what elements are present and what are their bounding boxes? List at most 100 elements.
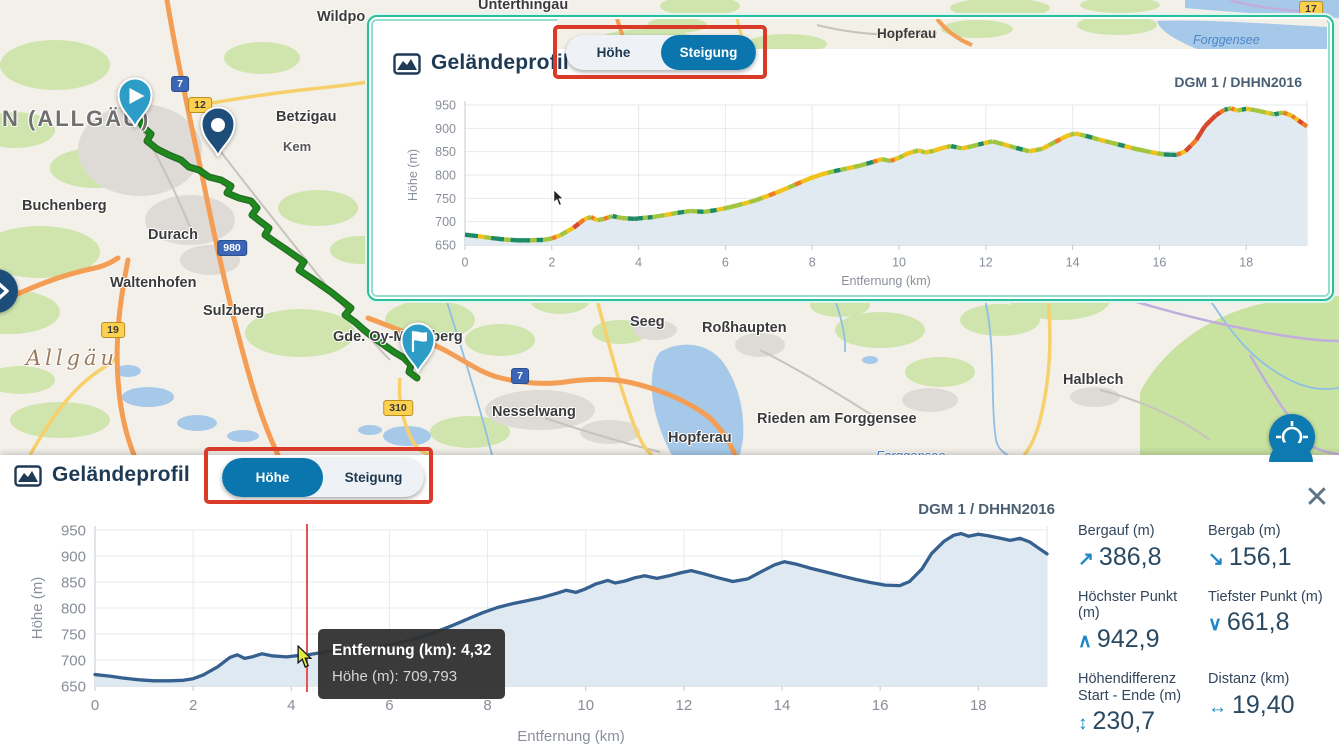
road-shield: 7 (511, 368, 529, 384)
map-rivers (446, 299, 1339, 456)
slope-segment (872, 158, 878, 165)
slope-segment (670, 210, 679, 217)
slope-segment (793, 179, 803, 187)
stat-value: ∨ 661,8 (1208, 608, 1324, 637)
slope-segment (1278, 110, 1284, 116)
slope-segment (709, 207, 718, 214)
annotation-box-top (553, 25, 767, 79)
x-tick-label: 6 (722, 256, 729, 270)
slope-segment (885, 157, 891, 164)
slope-segment (1156, 151, 1165, 157)
stat-label: Höhendifferenz Start - Ende (m) (1078, 671, 1182, 704)
slope-segment (946, 143, 952, 150)
slope-segment (683, 208, 692, 215)
slope-segment (652, 213, 659, 220)
slope-segment (755, 195, 764, 203)
mouse-cursor-icon (297, 645, 313, 669)
x-tick-label: 18 (970, 697, 987, 714)
y-tick-label: 850 (435, 145, 456, 159)
stat-number: 230,7 (1092, 707, 1156, 736)
slope-segment (1293, 116, 1300, 123)
stat-value: ↕ 230,7 (1078, 707, 1200, 736)
toggle-steigung-button[interactable]: Steigung (661, 35, 756, 70)
x-tick-label: 0 (462, 256, 469, 270)
y-tick-label: 700 (435, 215, 456, 229)
slope-segment (1189, 138, 1198, 148)
route-finish-marker[interactable] (398, 322, 438, 374)
chart-tooltip: Entfernung (km): 4,32 Höhe (m): 709,793 (318, 629, 506, 700)
slope-segment (800, 177, 809, 185)
road-shield: 980 (217, 240, 247, 256)
slope-segment (1015, 145, 1024, 152)
slope-segment (881, 156, 887, 163)
x-tick-label: 10 (892, 256, 906, 270)
x-tick-label: 16 (1152, 256, 1166, 270)
stat-number: 661,8 (1226, 608, 1290, 637)
slope-segment (1208, 113, 1218, 123)
stat-cell: Höchster Punkt (m) ∧ 942,9 (1078, 589, 1200, 654)
hoehe-chart[interactable]: 650 700 750 800 850 900 950 0 2 4 6 8 10 12 14 16 18 Höhe… (28, 513, 1073, 748)
slope-segment (735, 201, 744, 208)
slope-segment (1290, 113, 1297, 120)
slope-segment (1035, 146, 1043, 153)
slope-segment (876, 157, 883, 163)
slope-segment (983, 140, 989, 146)
slope-segment (1254, 107, 1261, 114)
y-tick-label: 950 (435, 99, 456, 113)
route-via-marker[interactable] (198, 106, 238, 158)
x-tick-label: 4 (287, 697, 295, 714)
terrain-profile-overlay-panel: Hopferau Forggensee Geländeprofil Höhe St… (367, 15, 1334, 301)
stat-label: Bergab (m) (1208, 523, 1281, 539)
slope-segment (490, 235, 498, 241)
y-tick-label: 800 (435, 169, 456, 183)
terrain-profile-panel: Geländeprofil Höhe Steigung DGM 1 / DHHN… (0, 442, 1339, 750)
x-tick-label: 2 (548, 256, 555, 270)
x-tick-label: 18 (1239, 256, 1253, 270)
y-tick-label: 650 (435, 239, 456, 253)
elevation-line (93, 531, 1049, 683)
arrow-horizontal-icon: ↔ (1208, 696, 1227, 718)
arrow-down-right-icon: ↘ (1208, 548, 1224, 570)
slope-segment (1269, 111, 1275, 117)
terrain-profile-icon (14, 465, 42, 487)
map-label: Allgäu (26, 346, 119, 370)
slope-segment (1265, 110, 1271, 116)
arrow-up-right-icon: ↗ (1078, 548, 1094, 570)
slope-segment (1091, 135, 1100, 142)
slope-segment (1079, 132, 1087, 138)
toggle-hoehe-button[interactable]: Höhe (566, 35, 661, 70)
map-label: Buchenberg (22, 198, 107, 214)
slope-segment (477, 233, 485, 240)
toggle-hoehe-button[interactable]: Höhe (222, 458, 323, 497)
slope-segment (1022, 147, 1030, 154)
map-label: Kem (283, 139, 312, 154)
slope-segment (893, 155, 900, 162)
x-tick-label: 10 (577, 697, 594, 714)
y-tick-label: 800 (61, 600, 86, 617)
y-tick-label: 900 (61, 548, 86, 565)
slope-segment (921, 149, 926, 155)
stat-label: Tiefster Punkt (m) (1208, 588, 1323, 605)
sidebar-collapse-button[interactable] (0, 267, 20, 315)
route-line[interactable] (133, 112, 421, 382)
stat-cell: Höhendifferenz Start - Ende (m) ↕ 230,7 (1078, 671, 1200, 736)
route-start-marker[interactable] (115, 77, 155, 129)
y-tick-label: 750 (435, 192, 456, 206)
slope-segment (937, 145, 944, 152)
slope-segment (1175, 151, 1183, 157)
slope-segment (813, 172, 822, 179)
slope-segment (1065, 132, 1072, 139)
panel-title: Geländeprofil (431, 51, 569, 74)
map-vegetation (0, 0, 1160, 448)
steigung-chart[interactable]: 650 700 750 800 850 900 950 0 2 4 6 8 10 12 14 16 18 Höhe… (387, 83, 1327, 295)
map-label: Unterthingau (478, 0, 569, 13)
close-icon[interactable]: ✕ (1300, 481, 1334, 515)
toggle-steigung-button[interactable]: Steigung (323, 458, 424, 497)
slope-segment (780, 185, 790, 193)
slope-segment (729, 203, 737, 210)
slope-segment (1219, 107, 1226, 115)
slope-segment (956, 145, 963, 151)
slope-segment (542, 236, 548, 243)
slope-segment (907, 149, 914, 156)
slope-segment (565, 225, 575, 234)
